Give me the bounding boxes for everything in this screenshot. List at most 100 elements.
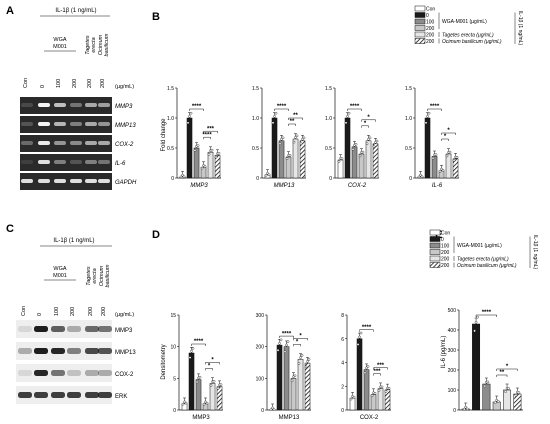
data-point xyxy=(279,338,283,342)
bar xyxy=(188,352,195,411)
y-tick-label: 0 xyxy=(261,408,264,414)
sig-label: **** xyxy=(362,325,372,331)
y-tick-label: 2 xyxy=(341,384,344,390)
chart-b-0: 00.51.01.5***********MMP3 xyxy=(167,86,221,189)
blot-protein-label: MMP3 xyxy=(115,328,133,334)
bar xyxy=(209,383,216,411)
data-point xyxy=(281,136,285,140)
panel-a-lane-label: 200 xyxy=(100,79,106,88)
sig-label: * xyxy=(211,358,214,364)
blot-band xyxy=(98,326,112,332)
data-point xyxy=(307,358,311,361)
legend-entry: Con xyxy=(426,7,435,13)
bar xyxy=(186,117,193,179)
data-point xyxy=(210,148,214,152)
gel-gene-label: GAPDH xyxy=(115,180,137,186)
gel-band xyxy=(70,103,82,107)
gel-band xyxy=(38,141,50,145)
data-point xyxy=(273,115,276,118)
data-point xyxy=(212,379,216,383)
panel-c-lane-label: 200 xyxy=(88,307,94,316)
bar xyxy=(271,117,278,179)
data-point xyxy=(465,407,469,411)
legend-group-label: Ocimum basilicum (µg/mL) xyxy=(457,263,517,269)
y-tick-label: 0 xyxy=(409,176,412,182)
data-point xyxy=(200,166,204,170)
y-tick-label: 1.0 xyxy=(325,116,332,122)
data-point xyxy=(299,356,302,359)
blot-protein-label: MMP13 xyxy=(115,350,136,356)
data-point xyxy=(372,145,376,148)
legend-group-label: WGA-M001 (µg/mL) xyxy=(457,243,502,249)
legend-entry: 0 xyxy=(441,237,444,243)
data-point xyxy=(195,380,199,384)
legend-entry: 200 xyxy=(426,26,435,32)
y-tick-label: 6 xyxy=(341,337,344,343)
chart-xlabel: COX-2 xyxy=(360,415,379,421)
sig-label: * xyxy=(208,364,211,370)
data-point xyxy=(483,384,487,388)
data-point xyxy=(365,142,369,146)
data-point xyxy=(375,139,379,143)
bar xyxy=(363,369,370,411)
y-tick-label: 100 xyxy=(448,388,457,394)
gel-band xyxy=(98,103,110,107)
data-point xyxy=(304,365,308,369)
blot-band xyxy=(18,370,32,376)
gel-gene-label: MMP13 xyxy=(115,123,136,129)
bar xyxy=(344,117,351,179)
y-tick-label: 200 xyxy=(448,368,457,374)
data-point xyxy=(290,379,294,383)
panel-a-lane-label: 0 xyxy=(40,85,46,88)
data-point xyxy=(496,400,500,403)
data-point xyxy=(365,366,368,370)
sig-label: *** xyxy=(377,363,385,369)
bar xyxy=(513,393,522,411)
data-point xyxy=(417,175,421,179)
y-tick-label: 0.5 xyxy=(252,146,259,152)
y-tick-label: 1.0 xyxy=(167,116,174,122)
bar xyxy=(285,156,292,179)
blot-band xyxy=(67,392,81,398)
chart-xlabel: MMP3 xyxy=(192,415,210,421)
y-tick-label: 1.5 xyxy=(252,86,259,92)
legend-group-label: WGA-M001 (µg/mL) xyxy=(442,19,487,25)
panel-a-unit: (µg/mL) xyxy=(115,84,134,90)
legend-swatch xyxy=(414,5,426,12)
data-point xyxy=(445,154,449,158)
bar xyxy=(207,151,214,179)
gel-band xyxy=(98,122,110,126)
data-point xyxy=(207,152,211,156)
bar xyxy=(292,138,299,179)
bar xyxy=(431,156,438,179)
bar xyxy=(356,338,363,411)
data-point xyxy=(431,156,435,160)
data-point xyxy=(358,335,361,339)
data-point xyxy=(455,155,459,159)
panel-letter-d: D xyxy=(152,229,160,241)
chart-xlabel: IL-6 xyxy=(432,183,443,189)
blot-band xyxy=(67,326,81,332)
gel-band xyxy=(38,179,50,183)
legend-swatch xyxy=(414,31,426,38)
data-point xyxy=(181,173,184,177)
sig-label: **** xyxy=(350,104,360,110)
data-point xyxy=(424,121,428,125)
sig-label: * xyxy=(296,340,299,346)
panel-c-label-wga-l2: M001 xyxy=(53,273,67,279)
data-point xyxy=(264,173,268,177)
bar xyxy=(214,154,221,179)
bar xyxy=(351,146,358,179)
sig-label: *** xyxy=(207,126,215,132)
panel-a-label-ocimum: Ocimumbasilicum xyxy=(98,33,110,56)
blot-band xyxy=(67,348,81,354)
y-tick-label: 0 xyxy=(171,176,174,182)
sig-label: **** xyxy=(194,339,204,345)
data-point xyxy=(300,353,304,357)
y-tick-label: 300 xyxy=(256,313,265,319)
gel-gene-label: MMP3 xyxy=(115,104,133,110)
